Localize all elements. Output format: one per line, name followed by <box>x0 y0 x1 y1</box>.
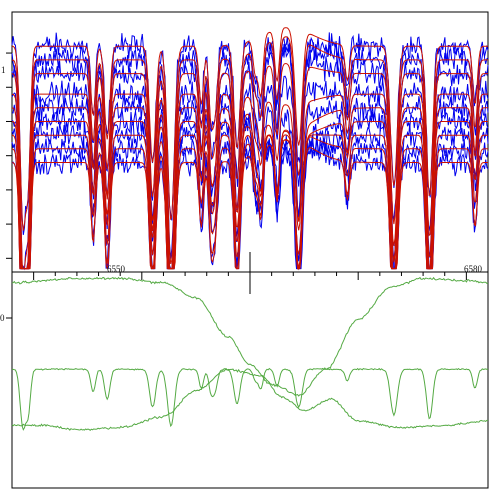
red-spectrum-line-1 <box>11 27 488 231</box>
red-spectrum-line-2 <box>11 36 488 270</box>
green-profile-line-3 <box>11 367 489 431</box>
green-profile-line-2 <box>11 367 489 431</box>
bottom-y-tick-label: 0 <box>0 313 5 323</box>
green-profile-line-1 <box>11 276 489 397</box>
red-spectrum-line-6 <box>11 121 488 270</box>
x-tick-label-6550: 6550 <box>107 264 126 274</box>
red-spectrum-line-9 <box>11 139 488 270</box>
bottom-series-group <box>11 276 489 431</box>
top-y-tick-label: 1 <box>1 65 6 75</box>
x-tick-label-6580: 6580 <box>464 264 483 274</box>
red-spectrum-line-4 <box>11 93 488 270</box>
top-y-ticks <box>6 52 12 259</box>
top-panel: 1 <box>1 11 489 273</box>
top-series-group <box>11 27 489 271</box>
red-spectrum-line-7 <box>11 134 488 271</box>
